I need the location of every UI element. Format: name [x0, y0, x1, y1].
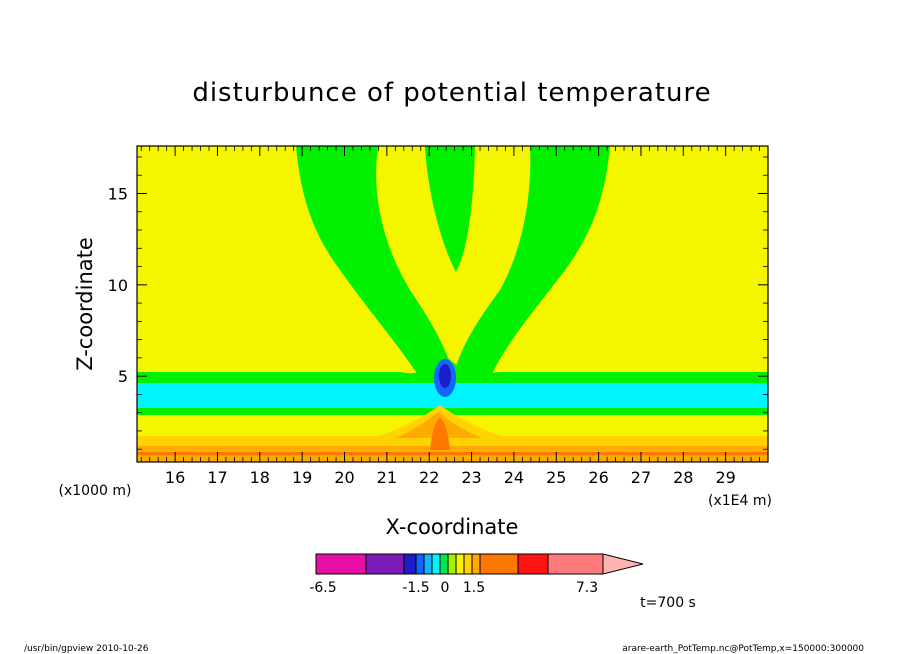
colorbar-segment [471, 553, 481, 575]
x-axis: 16 17 18 19 20 21 22 23 24 25 26 27 28 29 [140, 146, 760, 487]
x-tick-label: 17 [207, 468, 227, 487]
y-tick-label: 15 [108, 184, 128, 203]
colorbar-segment [547, 553, 604, 575]
colorbar-segment [463, 553, 473, 575]
footer-left: /usr/bin/gpview 2010-10-26 [24, 644, 149, 654]
plot-frame [136, 145, 769, 463]
y-tick-label: 10 [108, 276, 128, 295]
x-axis-label: X-coordinate [386, 515, 519, 539]
x-tick-label: 16 [165, 468, 185, 487]
colorbar-segment [315, 553, 367, 575]
colorbar-label: -1.5 [402, 580, 429, 596]
contour-green-left-plume [296, 146, 452, 378]
contour-blue-core-inner [439, 364, 451, 388]
colorbar-segment [415, 553, 425, 575]
colorbar-labels: -6.5 -1.5 0 1.5 7.3 [309, 580, 598, 596]
contour-green-center-tongue [425, 146, 475, 272]
x-tick-label: 25 [546, 468, 566, 487]
contour-red-core [430, 418, 450, 450]
x-tick-label: 22 [419, 468, 439, 487]
x-tick-label: 23 [461, 468, 481, 487]
contour-surface-line [137, 452, 768, 455]
colorbar-segment [479, 553, 519, 575]
chart-title: disturbunce of potential temperature [192, 78, 711, 108]
colorbar-segment [365, 553, 405, 575]
colorbar [315, 553, 644, 575]
footer-right: arare-earth_PotTemp.nc@PotTemp,x=150000:… [622, 644, 864, 654]
colorbar-segment [439, 553, 449, 575]
y-axis-label: Z-coordinate [73, 237, 97, 371]
colorbar-segment [517, 553, 549, 575]
x-tick-label: 29 [715, 468, 735, 487]
colorbar-segment [403, 553, 417, 575]
contour-green-right-plume [455, 146, 610, 378]
colorbar-label: 0 [441, 580, 450, 596]
y-axis-unit: (x1000 m) [59, 483, 132, 499]
colorbar-segment [423, 553, 433, 575]
x-tick-label: 20 [334, 468, 354, 487]
colorbar-label: -6.5 [309, 580, 336, 596]
colorbar-segment [431, 553, 441, 575]
plot-area [136, 145, 769, 463]
colorbar-label: 7.3 [576, 580, 598, 596]
x-tick-label: 26 [588, 468, 608, 487]
colorbar-arrow [602, 553, 644, 575]
y-axis: 5 10 15 [108, 156, 768, 450]
colorbar-segment [447, 553, 457, 575]
x-tick-label: 19 [292, 468, 312, 487]
colorbar-segment [455, 553, 465, 575]
x-tick-label: 18 [250, 468, 270, 487]
x-tick-label: 28 [673, 468, 693, 487]
time-label: t=700 s [640, 595, 696, 611]
x-tick-label: 21 [377, 468, 397, 487]
colorbar-label: 1.5 [463, 580, 485, 596]
x-axis-unit: (x1E4 m) [708, 493, 772, 509]
x-tick-label: 24 [504, 468, 524, 487]
x-tick-label: 27 [631, 468, 651, 487]
y-tick-label: 5 [118, 367, 128, 386]
